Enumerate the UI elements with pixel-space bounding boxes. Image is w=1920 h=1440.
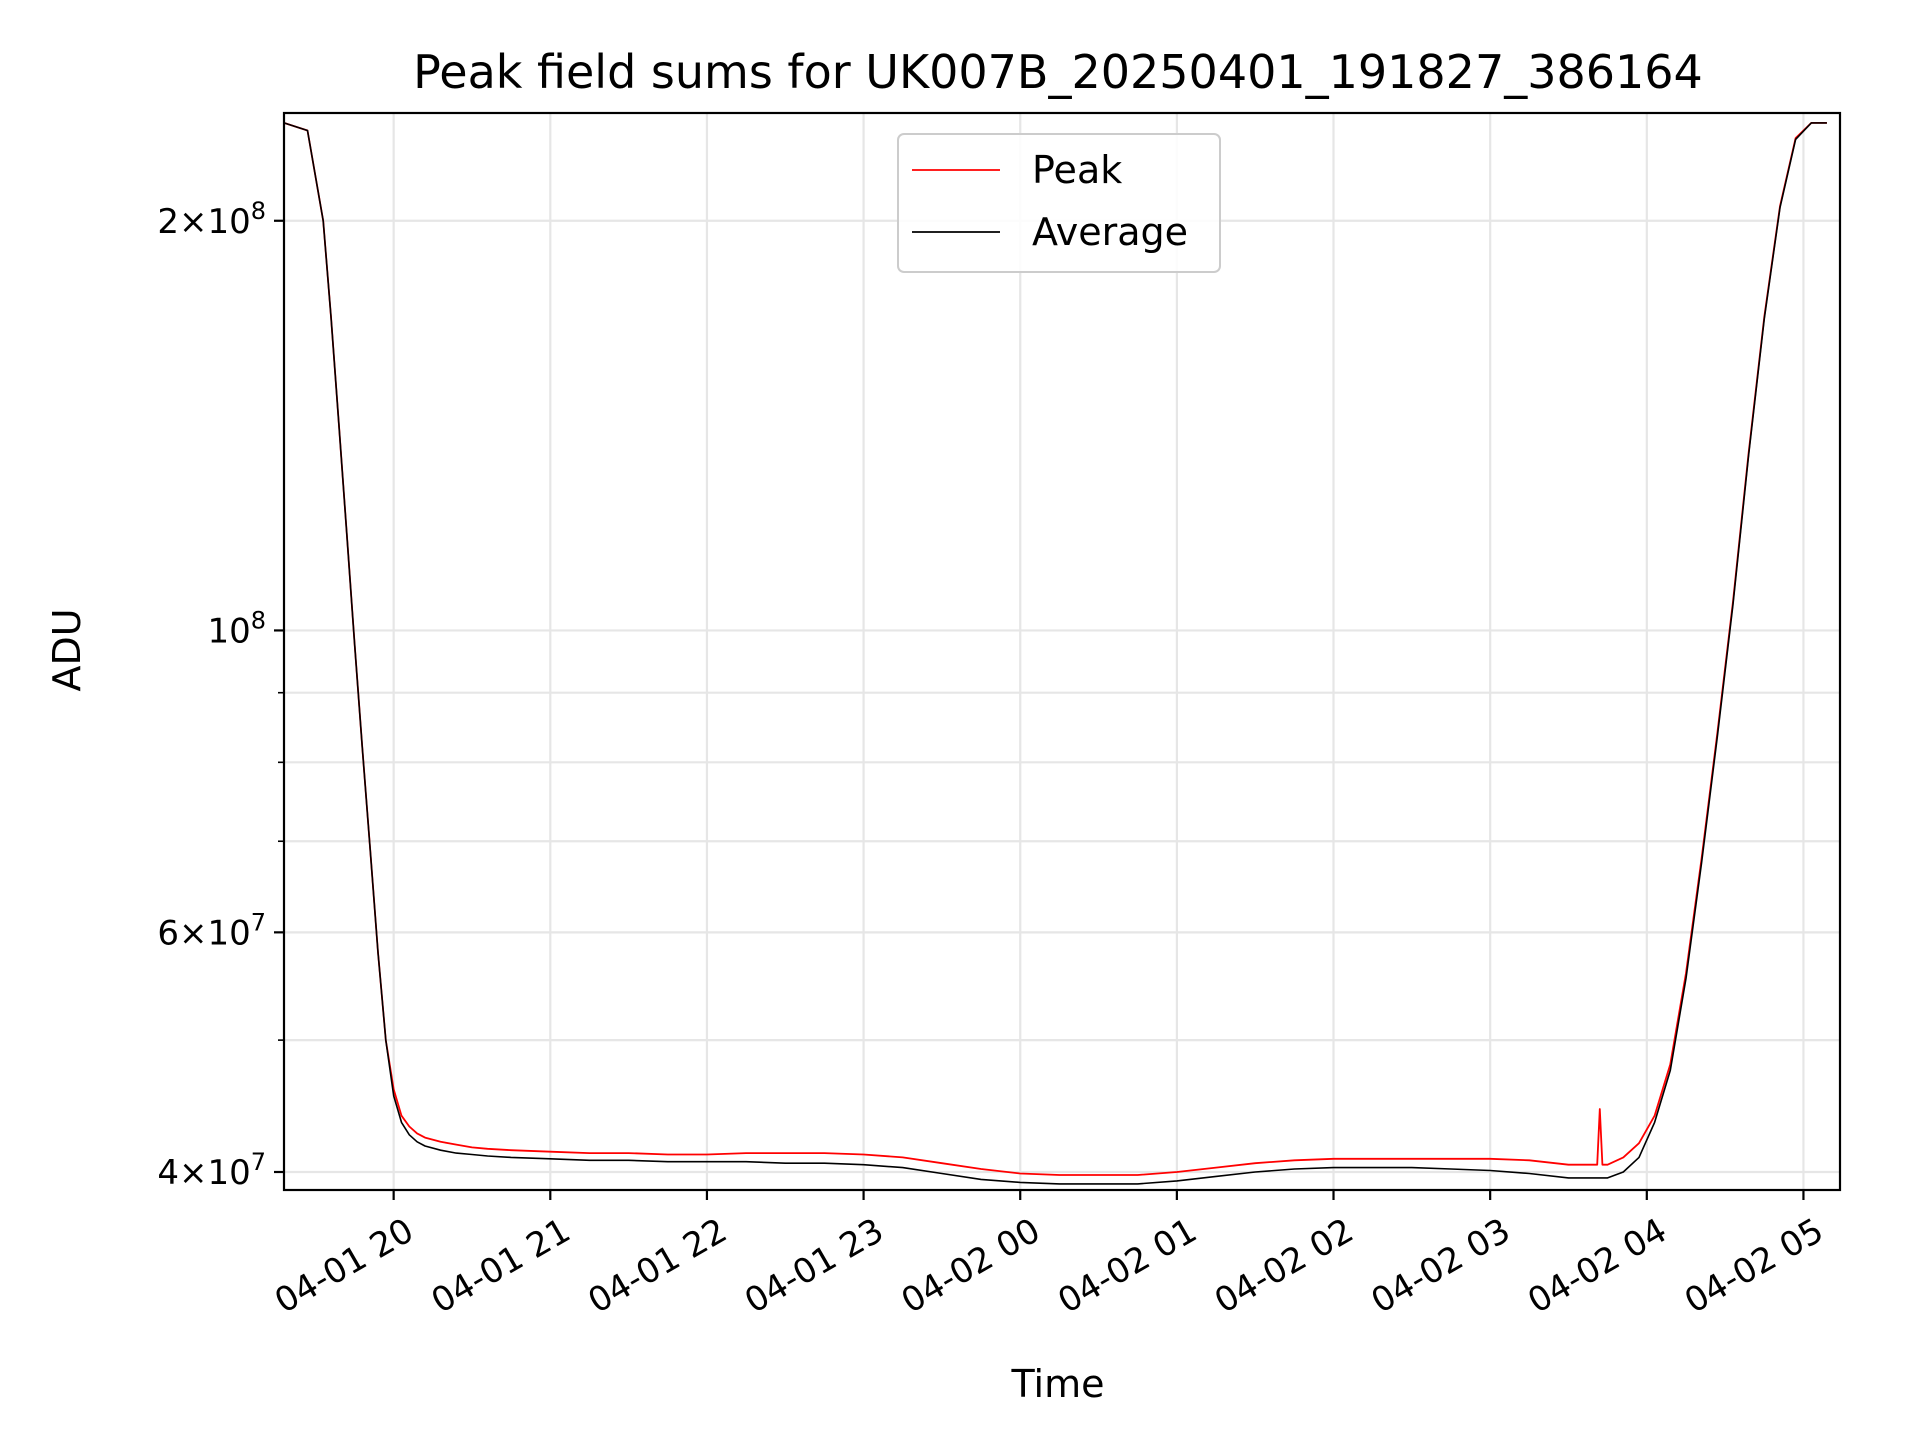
plot-frame (282, 111, 1842, 1192)
series-layer (283, 122, 1827, 1185)
x-axis-label: Time (1011, 1362, 1105, 1406)
series-line-average (283, 122, 1827, 1185)
legend-label-average: Average (1032, 210, 1188, 254)
y-tick-label: 6×107 (157, 908, 266, 953)
chart-title: Peak field sums for UK007B_20250401_1918… (413, 45, 1703, 99)
legend-box (897, 133, 1221, 273)
y-tick-label: 2×108 (157, 197, 266, 242)
legend: Peak Average (897, 133, 1221, 273)
legend-label-peak: Peak (1032, 148, 1122, 192)
y-tick-label: 4×107 (157, 1148, 266, 1193)
y-axis-label: ADU (45, 608, 89, 691)
